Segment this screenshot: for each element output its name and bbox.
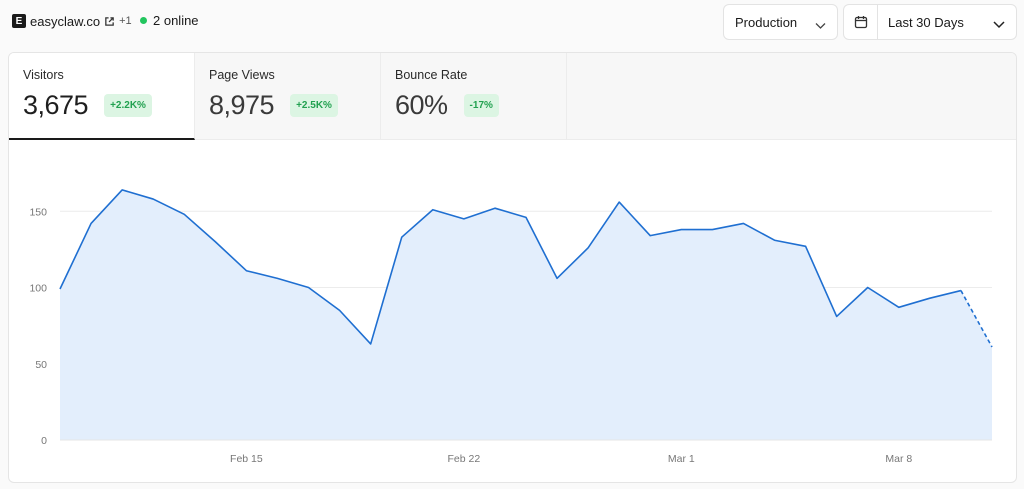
chevron-down-icon bbox=[993, 17, 1005, 32]
calendar-icon[interactable] bbox=[844, 5, 878, 39]
tab-page-views[interactable]: Page Views 8,975 +2.5K% bbox=[195, 53, 381, 140]
metric-label: Page Views bbox=[209, 68, 275, 82]
site-extra-count[interactable]: +1 bbox=[119, 15, 132, 27]
site-name[interactable]: easyclaw.co bbox=[30, 13, 101, 29]
series-line bbox=[59, 189, 962, 345]
metric-tabs: Visitors 3,675 +2.2K% Page Views 8,975 +… bbox=[9, 53, 1016, 140]
online-dot-icon bbox=[140, 17, 147, 24]
metric-value: 60% bbox=[395, 90, 448, 120]
y-tick-label: 150 bbox=[29, 206, 47, 218]
metric-delta-badge: +2.2K% bbox=[104, 94, 152, 117]
x-tick-label: Mar 8 bbox=[885, 453, 912, 465]
x-tick-label: Mar 1 bbox=[668, 453, 695, 465]
metric-label: Visitors bbox=[23, 68, 64, 82]
external-link-icon[interactable] bbox=[104, 16, 115, 27]
visitors-chart: 0 50 100 150 Feb 15 Feb 22 Mar 1 Mar 8 bbox=[29, 189, 993, 465]
top-bar: E easyclaw.co +1 2 online Production Las… bbox=[0, 0, 1024, 44]
y-tick-label: 100 bbox=[29, 283, 47, 295]
metric-value: 3,675 bbox=[23, 90, 89, 120]
tab-bounce-rate[interactable]: Bounce Rate 60% -17% bbox=[381, 53, 567, 140]
area-fill bbox=[60, 189, 992, 440]
date-range-value: Last 30 Days bbox=[888, 14, 964, 30]
x-tick-label: Feb 15 bbox=[230, 453, 263, 465]
site-selector[interactable]: E easyclaw.co +1 bbox=[12, 12, 132, 30]
tab-visitors[interactable]: Visitors 3,675 +2.2K% bbox=[9, 53, 195, 140]
y-tick-label: 50 bbox=[35, 359, 47, 371]
x-tick-label: Feb 22 bbox=[448, 453, 481, 465]
series-line-projected bbox=[960, 290, 993, 348]
metric-delta-badge: +2.5K% bbox=[290, 94, 338, 117]
environment-select[interactable]: Production bbox=[723, 4, 838, 40]
y-tick-label: 0 bbox=[41, 435, 47, 447]
site-logo: E bbox=[12, 14, 26, 28]
chevron-down-icon bbox=[815, 18, 826, 33]
date-range-select[interactable]: Last 30 Days bbox=[843, 4, 1017, 40]
online-indicator: 2 online bbox=[140, 13, 199, 28]
metric-delta-badge: -17% bbox=[463, 94, 499, 117]
environment-value: Production bbox=[735, 14, 798, 30]
analytics-card: Visitors 3,675 +2.2K% Page Views 8,975 +… bbox=[8, 52, 1017, 483]
online-count: 2 online bbox=[153, 13, 199, 28]
metric-label: Bounce Rate bbox=[395, 68, 468, 82]
metric-value: 8,975 bbox=[209, 90, 275, 120]
